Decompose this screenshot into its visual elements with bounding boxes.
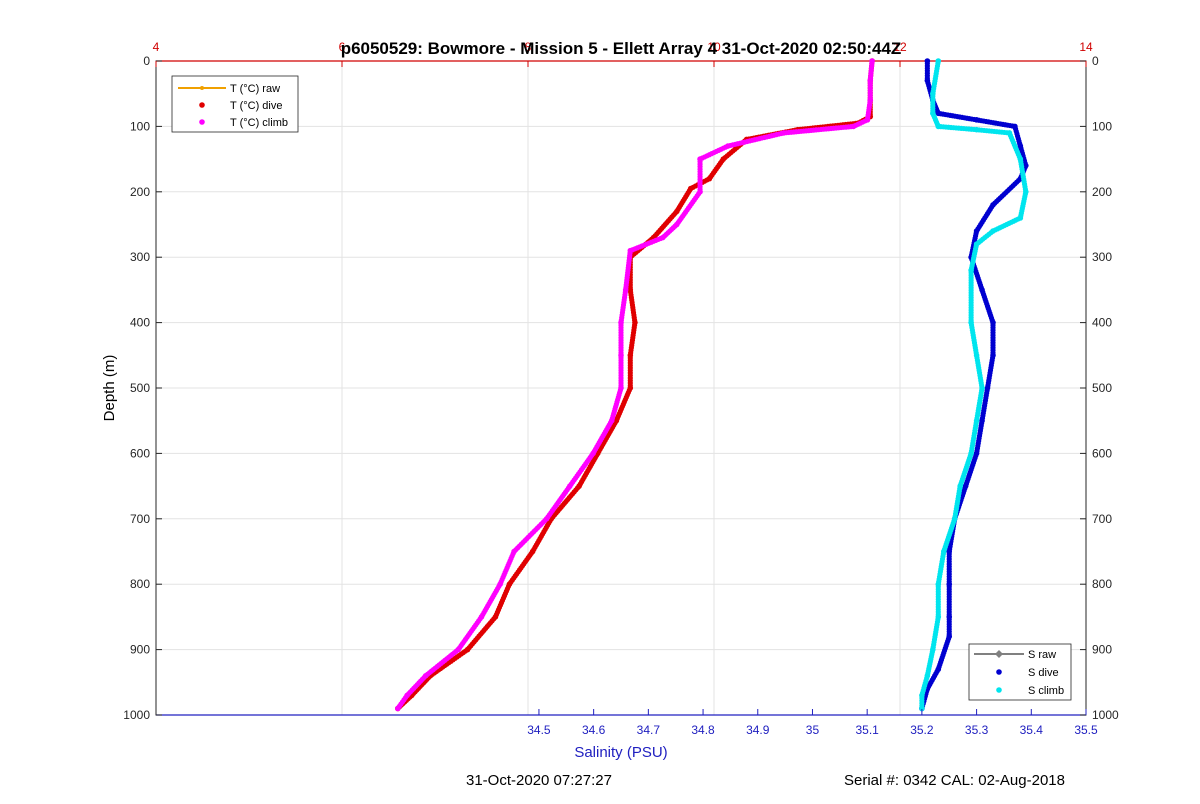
series-layer bbox=[395, 58, 1029, 712]
x-top-tick-label: 10 bbox=[707, 40, 721, 54]
legend-label-t-dive: T (°C) dive bbox=[230, 100, 282, 112]
legend-marker-s-dive bbox=[996, 669, 1002, 675]
x-top-tick-label: 12 bbox=[893, 40, 907, 54]
legend-marker-t-climb bbox=[199, 119, 205, 125]
y-tick-label-left: 0 bbox=[143, 54, 150, 68]
x-bottom-tick-label: 34.6 bbox=[582, 723, 606, 737]
x-top-tick-label: 14 bbox=[1079, 40, 1093, 54]
legend-marker-t-dive bbox=[199, 102, 205, 108]
temperature-legend-box bbox=[171, 75, 299, 133]
x-bottom-tick-label: 34.9 bbox=[746, 723, 770, 737]
y-tick-label-left: 700 bbox=[130, 512, 150, 526]
data-point bbox=[395, 705, 401, 712]
y-tick-label-right: 500 bbox=[1092, 381, 1112, 395]
x-axis-label: Salinity (PSU) bbox=[574, 744, 667, 761]
y-tick-label-left: 200 bbox=[130, 185, 150, 199]
y-tick-label-right: 600 bbox=[1092, 446, 1112, 460]
y-axis-label: Depth (m) bbox=[101, 355, 118, 422]
y-tick-label-left: 100 bbox=[130, 119, 150, 133]
tick-labels: 0 0 100 100 200 200 300 300 400 400 500 500 600 600 70… bbox=[123, 40, 1119, 737]
x-bottom-tick-label: 35.4 bbox=[1020, 723, 1044, 737]
series-s-climb bbox=[919, 58, 1029, 712]
x-bottom-tick-label: 35.1 bbox=[855, 723, 879, 737]
y-tick-label-left: 800 bbox=[130, 577, 150, 591]
y-tick-label-left: 400 bbox=[130, 316, 150, 330]
x-bottom-tick-label: 35.2 bbox=[910, 723, 934, 737]
series-s-dive bbox=[919, 58, 1029, 712]
x-bottom-tick-label: 34.5 bbox=[527, 723, 551, 737]
y-tick-label-left: 500 bbox=[130, 381, 150, 395]
x-top-tick-label: 8 bbox=[525, 40, 532, 54]
series-line bbox=[396, 60, 874, 710]
y-tick-label-left: 1000 bbox=[123, 708, 150, 722]
chart-title: p6050529: Bowmore - Mission 5 - Ellett A… bbox=[341, 39, 902, 58]
legend-label-t-climb: T (°C) climb bbox=[230, 117, 288, 129]
legend-marker-t-raw-dot bbox=[200, 86, 204, 90]
y-tick-label-right: 100 bbox=[1092, 119, 1112, 133]
series-t-c-climb bbox=[395, 58, 875, 712]
y-tick-label-left: 600 bbox=[130, 446, 150, 460]
y-tick-label-right: 700 bbox=[1092, 512, 1112, 526]
series-t-c-dive bbox=[395, 58, 875, 712]
data-point bbox=[919, 705, 925, 712]
y-tick-label-right: 0 bbox=[1092, 54, 1099, 68]
salinity-legend: S raw S dive S climb bbox=[968, 643, 1072, 701]
legend-marker-s-climb bbox=[996, 687, 1002, 693]
x-top-tick-label: 6 bbox=[339, 40, 346, 54]
legend-label-t-raw: T (°C) raw bbox=[230, 83, 280, 95]
x-bottom-tick-label: 34.7 bbox=[637, 723, 661, 737]
x-top-tick-label: 4 bbox=[153, 40, 160, 54]
x-bottom-tick-label: 35.3 bbox=[965, 723, 989, 737]
y-tick-label-right: 200 bbox=[1092, 185, 1112, 199]
y-tick-label-left: 900 bbox=[130, 643, 150, 657]
legend-label-s-climb: S climb bbox=[1028, 685, 1064, 697]
x-bottom-tick-label: 35 bbox=[806, 723, 820, 737]
x-bottom-tick-label: 35.5 bbox=[1074, 723, 1098, 737]
temperature-legend: T (°C) raw T (°C) dive T (°C) climb bbox=[171, 75, 299, 133]
legend-label-s-dive: S dive bbox=[1028, 667, 1059, 679]
y-tick-label-right: 900 bbox=[1092, 643, 1112, 657]
footer-serial-calibration: Serial #: 0342 CAL: 02-Aug-2018 bbox=[844, 772, 1065, 789]
legend-label-s-raw: S raw bbox=[1028, 649, 1056, 661]
y-tick-label-right: 300 bbox=[1092, 250, 1112, 264]
series-line bbox=[396, 60, 874, 710]
y-tick-label-right: 400 bbox=[1092, 316, 1112, 330]
footer-timestamp: 31-Oct-2020 07:27:27 bbox=[466, 772, 612, 789]
legend-marker-s-raw-diamond bbox=[995, 650, 1003, 658]
x-bottom-tick-label: 34.8 bbox=[691, 723, 715, 737]
y-tick-label-right: 1000 bbox=[1092, 708, 1119, 722]
y-tick-label-left: 300 bbox=[130, 250, 150, 264]
y-tick-label-right: 800 bbox=[1092, 577, 1112, 591]
